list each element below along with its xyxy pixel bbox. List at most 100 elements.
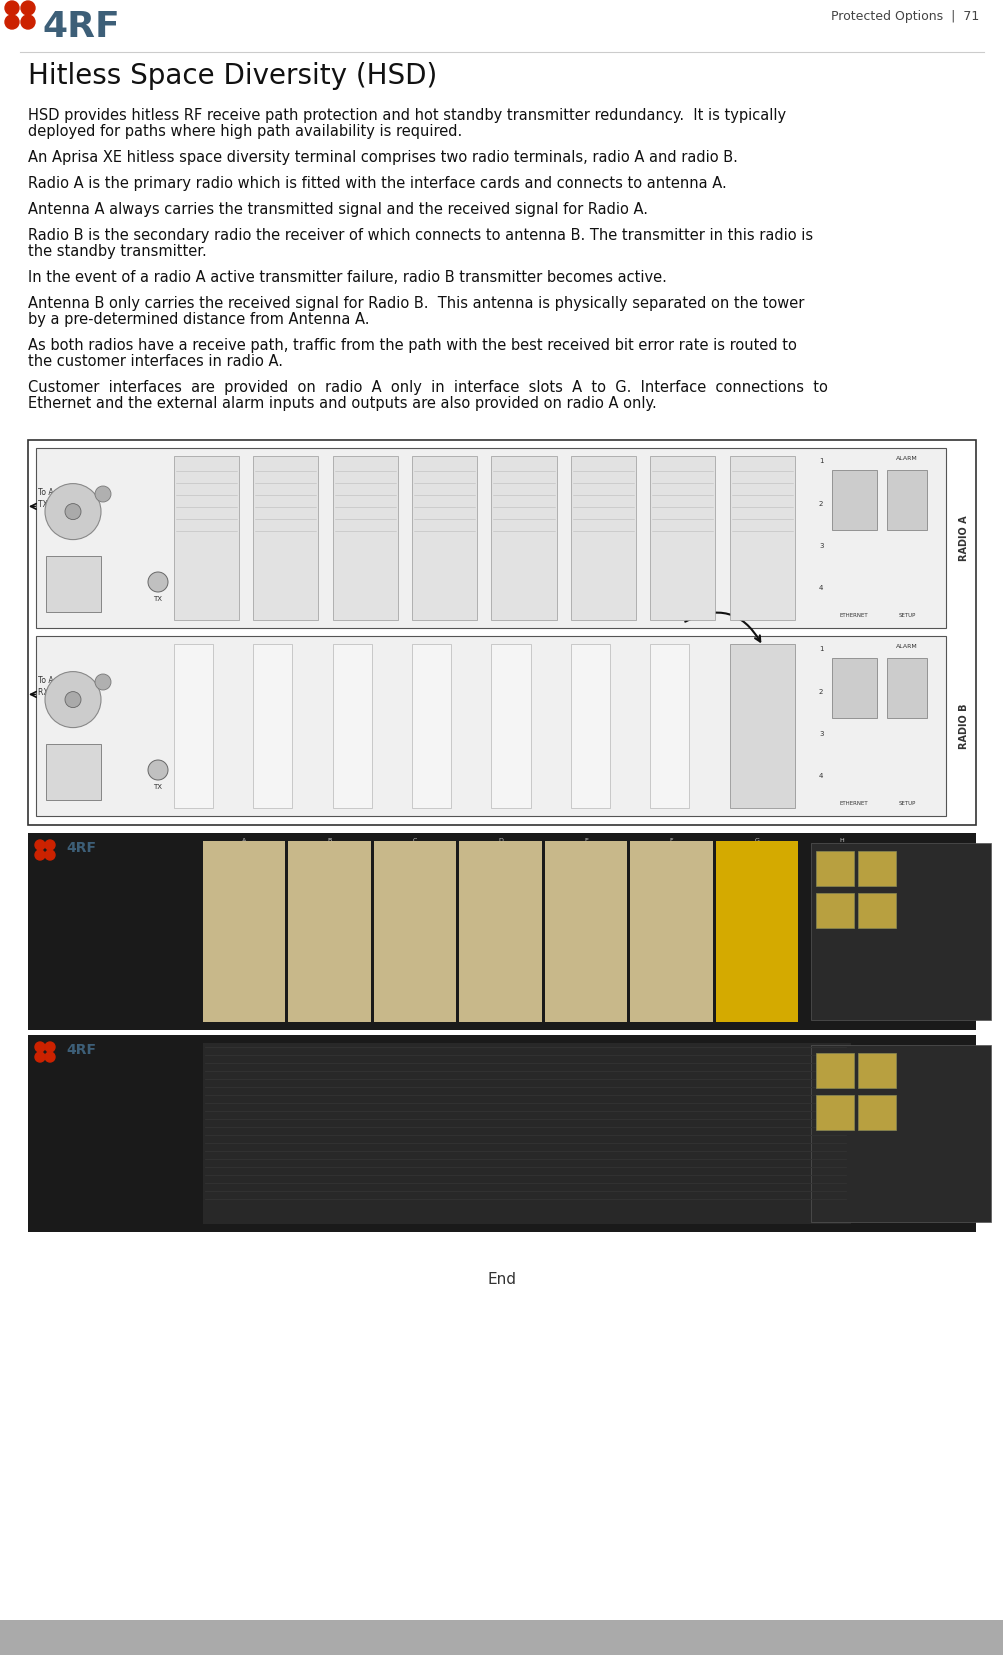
Circle shape <box>5 2 19 15</box>
Bar <box>0 1620 1003 1655</box>
Text: 4RF: 4RF <box>42 10 119 45</box>
Text: TX: TX <box>153 784 162 789</box>
Bar <box>886 470 926 530</box>
Text: H: H <box>839 837 844 842</box>
Circle shape <box>45 841 55 851</box>
Bar <box>650 457 714 621</box>
Bar <box>373 841 455 1023</box>
Text: H: H <box>758 458 764 468</box>
Bar <box>831 470 877 530</box>
Bar <box>815 1053 854 1087</box>
Text: XE: XE <box>957 846 977 859</box>
Circle shape <box>35 1043 45 1053</box>
Text: C: C <box>362 458 367 468</box>
Text: As both radios have a receive path, traffic from the path with the best received: As both radios have a receive path, traf… <box>28 338 796 353</box>
Circle shape <box>45 672 101 728</box>
Text: ETHERNET: ETHERNET <box>839 612 868 617</box>
Text: the standby transmitter.: the standby transmitter. <box>28 243 207 258</box>
Bar <box>458 841 542 1023</box>
Bar <box>332 457 397 621</box>
Text: ALARM: ALARM <box>929 846 951 851</box>
Text: D: D <box>441 458 447 468</box>
Bar <box>810 842 990 1019</box>
Text: In the event of a radio A active transmitter failure, radio B transmitter become: In the event of a radio A active transmi… <box>28 270 666 285</box>
Text: End: End <box>487 1273 516 1288</box>
Bar <box>858 1096 895 1130</box>
Text: OJET: OJET <box>676 612 688 617</box>
Text: by a pre-determined distance from Antenna A.: by a pre-determined distance from Antenn… <box>28 313 369 328</box>
Text: TX: TX <box>153 596 162 602</box>
Text: DPX0: DPX0 <box>596 612 610 617</box>
Text: 2: 2 <box>818 688 822 695</box>
Text: 1: 1 <box>818 458 822 463</box>
Text: ALARM: ALARM <box>896 457 917 462</box>
Text: E: E <box>584 837 588 842</box>
Bar <box>571 644 609 808</box>
Bar <box>571 457 635 621</box>
Circle shape <box>147 573 168 592</box>
Circle shape <box>35 841 45 851</box>
Circle shape <box>95 487 111 501</box>
Bar <box>858 851 895 885</box>
Text: A: A <box>242 837 246 842</box>
Text: ETHERNET: ETHERNET <box>839 1048 872 1053</box>
Text: Hitless Space Diversity (HSD): Hitless Space Diversity (HSD) <box>28 61 437 89</box>
Text: the customer interfaces in radio A.: the customer interfaces in radio A. <box>28 354 283 369</box>
Text: Radio B is the secondary radio the receiver of which connects to antenna B. The : Radio B is the secondary radio the recei… <box>28 228 812 243</box>
Text: D: D <box>497 837 503 842</box>
Text: B: B <box>283 458 288 468</box>
Text: PE: PE <box>757 801 765 806</box>
Circle shape <box>5 15 19 30</box>
Text: ALARM: ALARM <box>896 644 917 649</box>
Text: F: F <box>669 837 672 842</box>
Bar <box>28 440 975 824</box>
Bar <box>36 449 945 627</box>
Text: 4: 4 <box>818 773 822 780</box>
Circle shape <box>35 851 45 861</box>
Bar <box>630 841 712 1023</box>
Circle shape <box>65 503 81 520</box>
Text: 4RF: 4RF <box>66 841 96 856</box>
Text: HSD provides hitless RF receive path protection and hot standby transmitter redu: HSD provides hitless RF receive path pro… <box>28 108 785 122</box>
Bar <box>715 841 797 1023</box>
Circle shape <box>45 1053 55 1063</box>
Bar <box>36 636 945 816</box>
Bar <box>332 644 371 808</box>
Text: B: B <box>327 837 331 842</box>
Text: Aprisa XE Product Description 8.8.84 NA: Aprisa XE Product Description 8.8.84 NA <box>375 1630 628 1643</box>
Circle shape <box>95 674 111 690</box>
Text: Aprisa: Aprisa <box>901 1048 955 1063</box>
Text: DV24: DV24 <box>278 612 293 617</box>
Text: C: C <box>412 837 417 842</box>
Bar <box>28 1034 975 1231</box>
Bar <box>815 894 854 928</box>
Bar <box>650 644 689 808</box>
Bar <box>411 644 450 808</box>
Bar <box>831 659 877 718</box>
Bar <box>491 457 556 621</box>
Text: G: G <box>679 458 685 468</box>
Text: Ethernet and the external alarm inputs and outputs are also provided on radio A : Ethernet and the external alarm inputs a… <box>28 396 656 410</box>
Bar <box>203 841 285 1023</box>
Bar <box>46 556 101 612</box>
Text: 1: 1 <box>818 645 822 652</box>
Text: SETUP: SETUP <box>898 612 915 617</box>
Bar <box>858 1053 895 1087</box>
Bar <box>174 457 239 621</box>
Text: 3: 3 <box>818 543 822 549</box>
Bar <box>174 644 213 808</box>
Circle shape <box>45 1043 55 1053</box>
Text: An Aprisa XE hitless space diversity terminal comprises two radio terminals, rad: An Aprisa XE hitless space diversity ter… <box>28 151 737 166</box>
Bar <box>288 841 370 1023</box>
Text: DPX3: DPX3 <box>517 612 531 617</box>
Text: Antenna A always carries the transmitted signal and the received signal for Radi: Antenna A always carries the transmitted… <box>28 202 647 217</box>
Text: PSC: PSC <box>756 612 766 617</box>
Text: 3: 3 <box>818 732 822 736</box>
Circle shape <box>147 760 168 780</box>
Text: RADIO A: RADIO A <box>958 515 968 561</box>
Bar <box>729 457 794 621</box>
Circle shape <box>45 851 55 861</box>
Text: D4EWI: D4EWI <box>356 612 374 617</box>
Bar <box>858 894 895 928</box>
Bar <box>545 841 627 1023</box>
